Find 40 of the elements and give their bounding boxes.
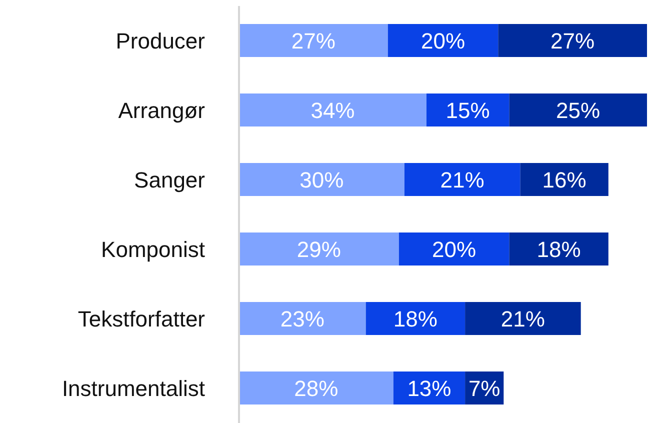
bar: [239, 232, 399, 266]
bar: [465, 302, 581, 335]
bar: [498, 24, 647, 57]
bar: [239, 94, 426, 126]
data-label: 27%: [550, 28, 595, 54]
data-label: 25%: [556, 98, 600, 123]
bar: [520, 163, 608, 196]
bar: [239, 302, 366, 335]
bar: [239, 372, 394, 404]
y-tick-label: Komponist: [101, 237, 205, 262]
bar: [426, 94, 510, 126]
bar: [388, 24, 498, 57]
data-label: 15%: [446, 98, 490, 123]
data-label: 27%: [291, 28, 336, 54]
data-label: 18%: [536, 236, 581, 262]
bar: [509, 94, 647, 126]
data-label: 13%: [407, 376, 452, 401]
y-tick-label: Instrumentalist: [62, 376, 205, 402]
data-label: 21%: [440, 167, 484, 192]
bar: [239, 24, 388, 57]
bar: [509, 232, 608, 266]
bar: [398, 232, 510, 266]
data-label: 29%: [296, 236, 341, 262]
data-label: 28%: [294, 376, 338, 401]
data-label: 21%: [500, 306, 545, 332]
data-label: 18%: [393, 306, 438, 332]
data-label: 34%: [310, 98, 355, 123]
bar: [366, 302, 466, 335]
y-tick-label: Tekstforfatter: [78, 306, 205, 332]
data-label: 30%: [300, 167, 344, 192]
data-label: 7%: [468, 376, 500, 401]
y-tick-label: Arrangør: [118, 98, 205, 124]
y-tick-label: Producer: [116, 28, 205, 54]
bar: [239, 163, 404, 196]
bar: [404, 163, 520, 196]
y-tick-label: Sanger: [134, 168, 205, 193]
data-label: 16%: [542, 167, 586, 192]
data-label: 23%: [280, 306, 324, 332]
data-label: 20%: [432, 236, 476, 262]
data-label: 20%: [420, 28, 466, 54]
